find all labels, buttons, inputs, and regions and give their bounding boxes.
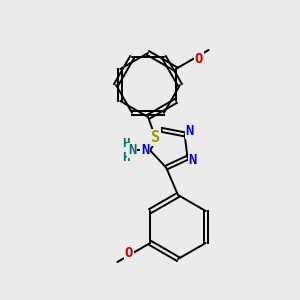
Text: N: N [141, 143, 149, 158]
Text: N: N [185, 124, 194, 138]
Text: S: S [151, 130, 160, 145]
Text: O: O [195, 52, 203, 66]
Text: N: N [128, 143, 136, 158]
Text: H: H [122, 137, 130, 150]
Text: O: O [125, 246, 133, 260]
Text: H: H [122, 151, 130, 164]
Text: N: N [188, 153, 197, 167]
